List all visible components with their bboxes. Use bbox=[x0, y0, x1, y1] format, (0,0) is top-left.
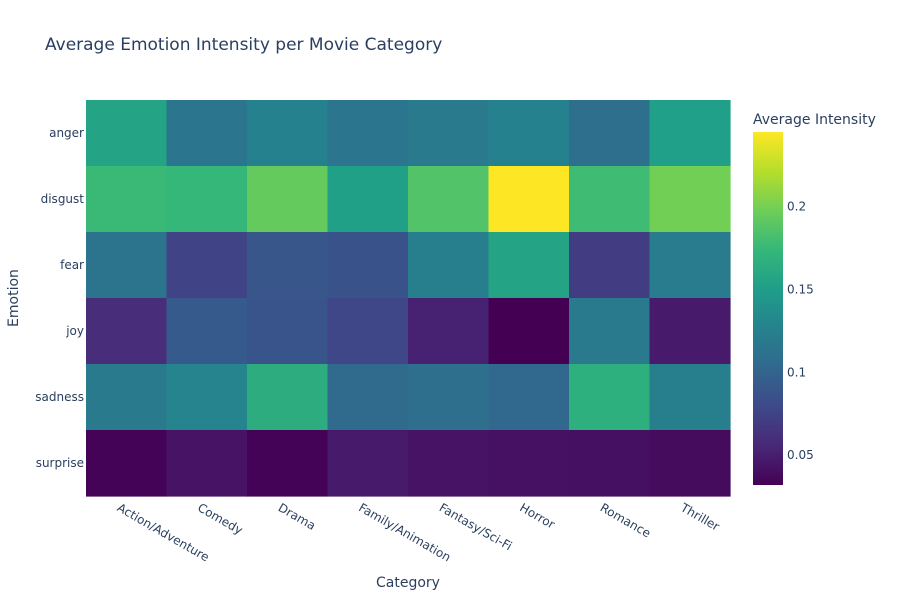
heatmap-cell bbox=[166, 232, 248, 299]
x-tick-label: Thriller bbox=[677, 500, 721, 534]
heatmap-cell bbox=[488, 364, 570, 431]
y-axis-label: Emotion bbox=[6, 269, 22, 327]
heatmap-cell bbox=[408, 298, 490, 365]
x-axis-label: Category bbox=[376, 575, 440, 591]
heatmap-cell bbox=[649, 298, 731, 365]
heatmap-cell bbox=[649, 100, 731, 167]
heatmap-cell bbox=[166, 430, 248, 497]
heatmap-cell bbox=[569, 100, 651, 167]
heatmap-cell bbox=[649, 364, 731, 431]
y-tick-label: fear bbox=[60, 258, 84, 272]
heatmap-cell bbox=[649, 232, 731, 299]
heatmap-cell bbox=[86, 100, 168, 167]
heatmap-cell bbox=[247, 430, 329, 497]
heatmap-cell bbox=[569, 232, 651, 299]
heatmap-cells bbox=[86, 100, 731, 497]
heatmap-cell bbox=[327, 298, 409, 365]
heatmap-cell bbox=[649, 166, 731, 233]
colorbar-title: Average Intensity bbox=[753, 112, 876, 128]
heatmap-cell bbox=[327, 166, 409, 233]
x-tick-label: Fantasy/Sci-Fi bbox=[437, 500, 515, 553]
heatmap-cell bbox=[247, 298, 329, 365]
heatmap-cell bbox=[166, 100, 248, 167]
heatmap-cell bbox=[166, 364, 248, 431]
heatmap-cell bbox=[247, 232, 329, 299]
colorbar-tick-label: 0.05 bbox=[787, 448, 814, 462]
heatmap-cell bbox=[408, 166, 490, 233]
chart-title: Average Emotion Intensity per Movie Cate… bbox=[45, 35, 442, 55]
colorbar-tick-label: 0.2 bbox=[787, 200, 806, 214]
y-tick-label: joy bbox=[65, 324, 84, 338]
heatmap-cell bbox=[327, 430, 409, 497]
heatmap-cell bbox=[247, 166, 329, 233]
colorbar-tick-label: 0.15 bbox=[787, 282, 814, 296]
heatmap-cell bbox=[569, 298, 651, 365]
heatmap-cell bbox=[408, 364, 490, 431]
y-axis-ticks: anger disgust fear joy sadness surprise bbox=[35, 126, 84, 470]
y-tick-label: surprise bbox=[36, 456, 84, 470]
heatmap-cell bbox=[86, 430, 168, 497]
colorbar-tick-label: 0.1 bbox=[787, 365, 806, 379]
heatmap-cell bbox=[247, 364, 329, 431]
heatmap-cell bbox=[488, 430, 570, 497]
heatmap-cell bbox=[408, 232, 490, 299]
colorbar-gradient bbox=[753, 132, 783, 485]
x-tick-label: Comedy bbox=[195, 500, 245, 537]
y-tick-label: sadness bbox=[35, 390, 84, 404]
heatmap-cell bbox=[327, 232, 409, 299]
heatmap-cell bbox=[327, 364, 409, 431]
heatmap-cell bbox=[247, 100, 329, 167]
colorbar: Average Intensity 0.05 0.1 0.15 0.2 bbox=[753, 112, 876, 485]
heatmap-cell bbox=[488, 232, 570, 299]
heatmap-cell bbox=[166, 298, 248, 365]
heatmap-cell bbox=[488, 298, 570, 365]
x-tick-label: Romance bbox=[598, 500, 653, 540]
heatmap-cell bbox=[488, 166, 570, 233]
colorbar-ticks: 0.05 0.1 0.15 0.2 bbox=[787, 200, 814, 463]
heatmap-cell bbox=[649, 430, 731, 497]
heatmap-cell bbox=[569, 364, 651, 431]
heatmap-cell bbox=[86, 166, 168, 233]
x-tick-label: Horror bbox=[517, 500, 557, 531]
heatmap-cell bbox=[327, 100, 409, 167]
heatmap-cell bbox=[86, 232, 168, 299]
y-tick-label: anger bbox=[49, 126, 84, 140]
heatmap-cell bbox=[408, 430, 490, 497]
heatmap-cell bbox=[166, 166, 248, 233]
heatmap-cell bbox=[569, 166, 651, 233]
heatmap-cell bbox=[408, 100, 490, 167]
heatmap-cell bbox=[86, 298, 168, 365]
y-tick-label: disgust bbox=[41, 192, 85, 206]
x-tick-label: Drama bbox=[276, 500, 318, 532]
heatmap-cell bbox=[86, 364, 168, 431]
heatmap-cell bbox=[488, 100, 570, 167]
heatmap-cell bbox=[569, 430, 651, 497]
